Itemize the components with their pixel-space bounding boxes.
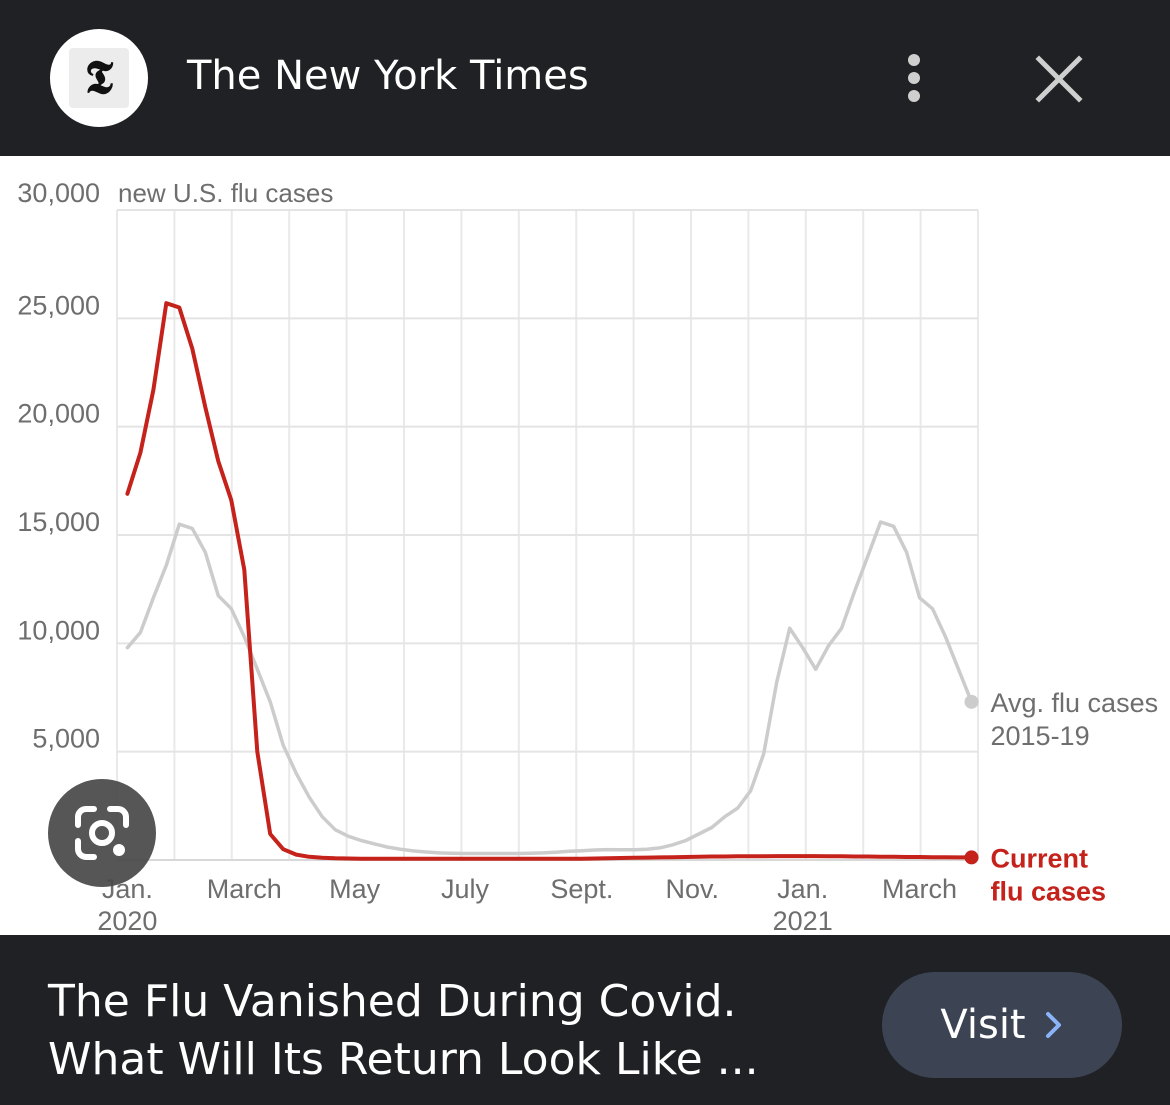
avg-flu-cases-label: Avg. flu cases [991,688,1159,718]
chart-series [125,301,979,865]
y-tick-label: 20,000 [17,399,100,429]
app-header: 𝕿 The New York Times [0,0,1170,156]
visit-button[interactable]: Visit [882,972,1122,1078]
x-tick-year-label: 2021 [773,906,833,935]
visit-label: Visit [940,1002,1026,1048]
y-tick-label: 5,000 [32,724,100,754]
avg-flu-cases-endpoint [964,694,979,709]
avg-flu-cases-line [125,520,974,856]
x-tick-label: Sept. [550,874,613,904]
y-tick-label: 10,000 [17,615,100,645]
y-axis-title: new U.S. flu cases [118,178,333,208]
current-flu-cases-label: flu cases [991,876,1107,906]
more-vert-icon-dot [908,72,920,84]
x-tick-label: Nov. [666,874,720,904]
y-axis-ticks: 30,000 25,000 20,000 15,000 10,000 5,000 new U… [17,178,333,754]
site-title: The New York Times [187,53,589,99]
close-icon [1035,55,1083,103]
x-tick-year-label: 2020 [97,906,157,935]
current-flu-cases-line [125,301,974,861]
google-lens-button[interactable] [48,779,156,887]
article-headline[interactable]: The Flu Vanished During Covid. What Will… [48,976,759,1085]
result-footer: The Flu Vanished During Covid. What Will… [0,935,1170,1105]
close-button[interactable] [1030,50,1088,108]
more-vert-icon-dot [908,90,920,102]
chevron-right-icon [1045,1012,1061,1038]
more-vert-icon [908,54,920,66]
chart-grid [116,209,979,861]
x-tick-label: March [882,874,957,904]
current-flu-cases-endpoint [964,850,979,865]
x-tick-label: Jan. [777,874,828,904]
y-tick-label: 30,000 [17,178,100,208]
y-tick-label: 25,000 [17,290,100,320]
current-flu-cases-label: Current [991,843,1089,873]
site-logo: 𝕿 [50,29,148,127]
google-lens-icon [75,806,129,860]
x-tick-label: May [329,874,381,904]
chart-svg: 30,000 25,000 20,000 15,000 10,000 5,000 new U… [17,178,1159,935]
y-tick-label: 15,000 [17,507,100,537]
x-tick-label: July [441,874,490,904]
nyt-logo-icon: 𝕿 [69,48,129,108]
more-options-button[interactable] [892,50,936,106]
x-tick-label: March [207,874,282,904]
flu-cases-chart: 30,000 25,000 20,000 15,000 10,000 5,000 new U… [0,156,1170,935]
avg-flu-cases-label: 2015-19 [991,721,1090,751]
